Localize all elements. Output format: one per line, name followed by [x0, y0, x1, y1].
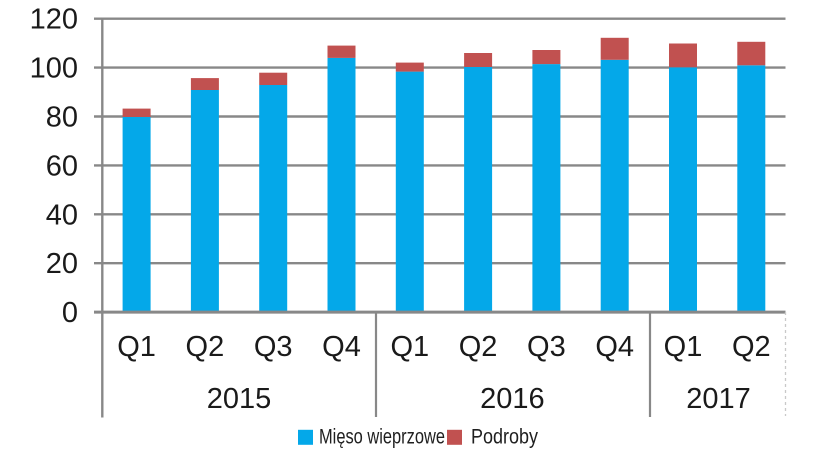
svg-text:60: 60 [46, 150, 78, 182]
svg-text:Mięso wieprzowe: Mięso wieprzowe [319, 426, 445, 449]
svg-text:Q3: Q3 [527, 331, 566, 363]
svg-text:Q4: Q4 [322, 331, 361, 363]
svg-text:Q2: Q2 [459, 331, 498, 363]
svg-text:20: 20 [46, 248, 78, 280]
svg-text:2015: 2015 [207, 383, 272, 415]
svg-text:0: 0 [62, 297, 78, 329]
svg-text:Q1: Q1 [390, 331, 429, 363]
svg-text:Q1: Q1 [117, 331, 156, 363]
svg-text:80: 80 [46, 102, 78, 134]
svg-text:120: 120 [30, 4, 78, 36]
svg-text:Q2: Q2 [186, 331, 225, 363]
svg-text:Q3: Q3 [254, 331, 293, 363]
svg-text:Q1: Q1 [664, 331, 703, 363]
svg-text:2016: 2016 [480, 383, 545, 415]
svg-text:Q2: Q2 [732, 331, 771, 363]
svg-text:40: 40 [46, 199, 78, 231]
svg-text:Q4: Q4 [595, 331, 634, 363]
svg-text:2017: 2017 [686, 383, 751, 415]
svg-text:Podroby: Podroby [471, 426, 538, 449]
svg-text:100: 100 [30, 53, 78, 85]
